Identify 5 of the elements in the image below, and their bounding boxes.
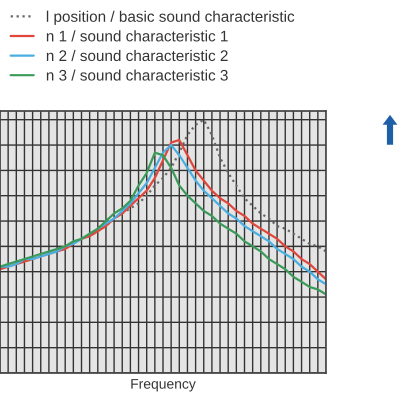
legend-label: n 2 / sound characteristic 2 xyxy=(46,50,228,62)
legend-label: n 1 / sound characteristic 1 xyxy=(46,30,228,42)
legend-label: l position / basic sound characteristic xyxy=(46,10,294,25)
x-axis-title: Frequency xyxy=(131,379,196,392)
legend-label: n 3 / sound characteristic 3 xyxy=(46,69,228,81)
